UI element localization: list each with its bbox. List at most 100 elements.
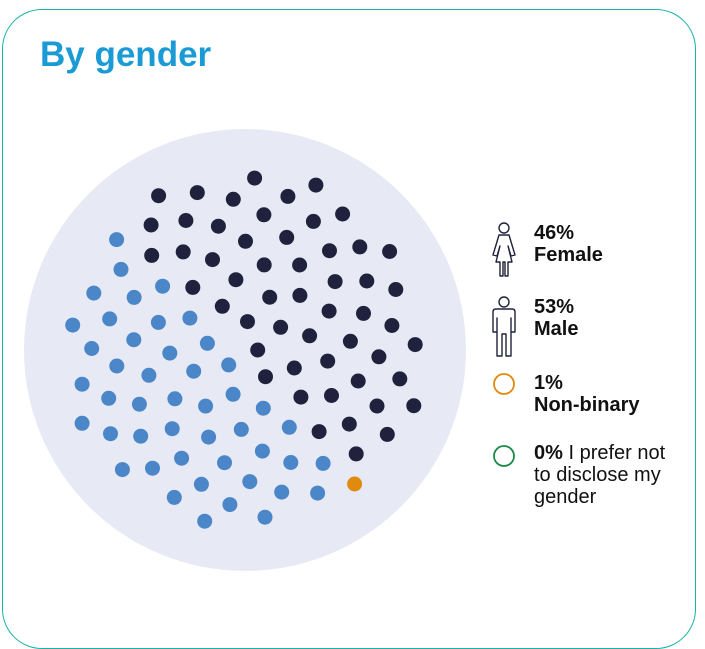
dot-male: [151, 188, 167, 204]
dot-male: [143, 217, 159, 233]
dot-female: [103, 426, 118, 442]
dot-male: [185, 279, 201, 295]
dot-male: [350, 373, 366, 389]
dot-male: [205, 252, 220, 268]
dot-male: [369, 398, 385, 414]
dot-male: [359, 273, 375, 289]
dot-male: [342, 333, 358, 349]
dot-male: [371, 349, 387, 365]
dot-male: [348, 446, 364, 462]
dot-female: [155, 278, 171, 294]
dot-female: [217, 455, 232, 471]
dot-female: [86, 285, 102, 301]
dot-female: [109, 358, 125, 374]
dot-male: [392, 371, 408, 387]
dot-male: [214, 298, 230, 314]
dot-female: [126, 289, 142, 305]
dot-male: [293, 389, 309, 405]
dot-female: [166, 489, 182, 505]
dot-male: [256, 207, 272, 223]
legend-value-female: 46%: [534, 222, 575, 244]
dot-female: [126, 332, 142, 348]
dot-male: [210, 218, 226, 234]
dot-female: [242, 474, 258, 490]
dot-male: [311, 424, 327, 440]
dot-female: [193, 476, 209, 492]
dots-group: [65, 170, 423, 529]
dot-male: [384, 318, 400, 333]
dot-male: [335, 206, 351, 222]
dot-male: [250, 342, 266, 358]
dot-male: [379, 426, 395, 442]
dot-female: [102, 311, 118, 327]
dot-female: [174, 450, 190, 466]
dot-male: [292, 257, 308, 273]
dot-male: [308, 177, 324, 193]
male-person-icon: [492, 296, 516, 357]
dot-female: [131, 396, 147, 412]
dot-female: [150, 314, 166, 330]
dot-male: [341, 416, 357, 432]
dot-male: [407, 337, 423, 353]
dot-female: [274, 484, 290, 500]
dot-female: [141, 367, 157, 383]
dot-female: [233, 421, 249, 437]
dot-male: [388, 282, 404, 297]
dot-female: [283, 455, 299, 470]
dot-male: [178, 213, 194, 228]
dot-male: [189, 185, 205, 201]
dot-female: [145, 460, 160, 476]
ring-green-icon: [493, 445, 515, 467]
dot-female: [198, 398, 214, 414]
legend-label-female: Female: [534, 244, 603, 266]
dot-male: [320, 353, 336, 369]
dot-female: [197, 513, 213, 529]
dot-female: [222, 497, 238, 513]
dot-female: [255, 400, 271, 416]
dot-male: [228, 272, 244, 288]
dot-male: [324, 388, 339, 403]
dot-male: [256, 257, 272, 273]
ring-orange-icon: [493, 373, 515, 395]
dot-female: [186, 363, 202, 379]
dot-male: [262, 289, 278, 305]
dot-male: [273, 319, 289, 335]
dot-female: [182, 310, 198, 326]
dot-female: [167, 391, 183, 407]
chart-title: By gender: [40, 35, 212, 74]
dot-male: [238, 233, 253, 249]
dot-female: [101, 390, 117, 406]
dot-female: [201, 429, 217, 445]
dot-male: [175, 244, 191, 260]
dot-male: [286, 360, 302, 376]
dot-female: [74, 376, 90, 392]
dot-female: [225, 386, 241, 402]
dot-female: [133, 428, 149, 444]
dot-male: [406, 398, 422, 414]
dot-female: [114, 462, 130, 478]
dot-female: [84, 341, 100, 356]
legend-value-undisclosed: 0%: [534, 442, 563, 464]
dot-female: [164, 421, 180, 437]
dot-male: [321, 303, 337, 319]
dot-male: [144, 247, 160, 263]
dot-female: [315, 455, 331, 471]
dot-male: [240, 314, 255, 330]
dot-female: [109, 232, 125, 248]
dot-female: [74, 415, 90, 431]
female-person-icon: [492, 222, 516, 277]
legend-label-nonbinary: Non-binary: [534, 394, 640, 416]
dot-male: [305, 213, 321, 229]
dot-male: [382, 244, 398, 259]
dot-male: [280, 188, 296, 204]
dot-female: [162, 345, 178, 361]
dot-female: [113, 261, 129, 277]
dot-female: [310, 485, 326, 501]
dot-male: [292, 287, 308, 303]
dot-female: [65, 317, 81, 333]
dot-male: [322, 243, 337, 259]
dot-male: [225, 191, 241, 207]
dot-male: [302, 328, 318, 344]
dot-male: [258, 369, 273, 385]
